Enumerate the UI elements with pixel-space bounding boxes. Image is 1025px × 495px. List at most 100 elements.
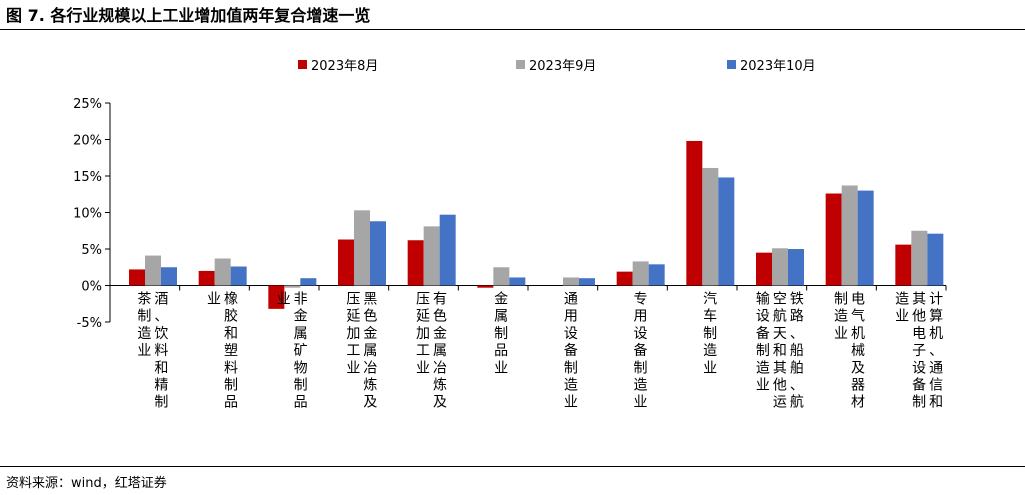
svg-text:通: 通: [564, 292, 578, 308]
svg-text:信: 信: [929, 378, 943, 394]
svg-text:汽: 汽: [703, 292, 717, 308]
legend-item: 2023年8月: [298, 59, 378, 74]
bar: [493, 267, 510, 286]
bar: [230, 266, 247, 286]
y-tick-label: 20%: [73, 134, 102, 149]
svg-text:冶: 冶: [433, 360, 447, 376]
bar: [477, 285, 494, 288]
bar: [300, 278, 317, 286]
chart-title: 图 7. 各行业规模以上工业增加值两年复合增速一览: [6, 6, 371, 25]
bar: [616, 271, 633, 286]
svg-text:子: 子: [912, 343, 926, 359]
svg-text:制: 制: [154, 395, 168, 411]
svg-text:金: 金: [433, 326, 447, 342]
svg-text:制: 制: [634, 360, 648, 376]
svg-text:和: 和: [224, 326, 238, 342]
bar: [423, 226, 440, 286]
bar: [284, 285, 301, 288]
bar: [354, 210, 370, 286]
svg-text:路: 路: [790, 309, 804, 325]
legend-item: 2023年9月: [516, 59, 596, 74]
bar: [439, 214, 456, 286]
svg-text:通: 通: [929, 360, 943, 376]
bar: [268, 285, 285, 309]
y-tick-label: 10%: [73, 207, 102, 222]
svg-text:舶: 舶: [790, 360, 804, 376]
y-tick-label: 15%: [73, 170, 102, 185]
bar: [702, 167, 719, 286]
bar: [857, 190, 874, 286]
svg-text:精: 精: [154, 378, 168, 394]
title-divider: [0, 29, 1025, 30]
svg-text:设: 设: [564, 326, 578, 342]
svg-text:非: 非: [294, 292, 308, 308]
svg-text:物: 物: [294, 360, 308, 376]
legend-item: 2023年10月: [727, 59, 816, 74]
svg-text:及: 及: [851, 360, 865, 376]
legend-label: 2023年9月: [529, 59, 596, 74]
svg-text:造: 造: [895, 292, 909, 308]
svg-text:业: 业: [207, 292, 221, 308]
svg-text:、: 、: [929, 343, 943, 359]
legend-swatch: [298, 60, 307, 69]
svg-text:压: 压: [346, 292, 360, 308]
svg-text:属: 属: [433, 343, 447, 359]
svg-text:业: 业: [634, 395, 648, 411]
y-tick-label: 25%: [73, 97, 102, 112]
svg-text:用: 用: [634, 309, 648, 325]
svg-text:专: 专: [634, 292, 648, 308]
svg-text:矿: 矿: [294, 343, 308, 359]
bar: [579, 278, 595, 286]
svg-text:和: 和: [154, 360, 168, 376]
bar: [509, 277, 526, 286]
svg-text:机: 机: [851, 326, 865, 342]
svg-text:械: 械: [851, 343, 865, 359]
legend-label: 2023年10月: [740, 59, 816, 74]
source-note: 资料来源：wind，红塔证券: [6, 476, 167, 491]
svg-text:船: 船: [790, 343, 804, 359]
svg-text:备: 备: [756, 325, 770, 342]
svg-text:造: 造: [834, 309, 848, 325]
bar: [772, 248, 788, 286]
svg-text:制: 制: [703, 326, 717, 342]
svg-text:航: 航: [773, 309, 787, 325]
svg-text:炼: 炼: [363, 378, 377, 394]
svg-text:天: 天: [773, 326, 787, 342]
svg-text:算: 算: [929, 309, 943, 325]
svg-text:制: 制: [494, 326, 508, 342]
svg-text:延: 延: [416, 309, 430, 325]
svg-text:制: 制: [294, 378, 308, 394]
svg-text:他: 他: [912, 309, 926, 325]
svg-text:造: 造: [756, 360, 770, 376]
bar: [563, 277, 579, 286]
svg-text:金: 金: [494, 292, 508, 308]
bar: [788, 249, 804, 286]
svg-text:他: 他: [773, 378, 787, 394]
svg-text:、: 、: [790, 378, 804, 394]
svg-text:属: 属: [494, 309, 508, 325]
bar: [911, 230, 928, 286]
svg-text:制: 制: [564, 360, 578, 376]
svg-text:制: 制: [224, 378, 238, 394]
svg-text:造: 造: [564, 378, 578, 394]
svg-text:设: 设: [634, 326, 648, 342]
svg-text:铁: 铁: [790, 292, 804, 308]
svg-text:及: 及: [433, 395, 447, 411]
svg-text:业: 业: [277, 292, 291, 308]
bar: [198, 270, 215, 286]
svg-text:制: 制: [834, 292, 848, 308]
svg-text:车: 车: [703, 308, 717, 325]
svg-text:业: 业: [895, 309, 909, 325]
svg-text:机: 机: [929, 326, 943, 342]
svg-text:料: 料: [154, 343, 168, 359]
svg-text:属: 属: [294, 326, 308, 342]
svg-text:业: 业: [346, 360, 360, 376]
bar: [370, 221, 386, 286]
svg-text:业: 业: [137, 343, 151, 359]
